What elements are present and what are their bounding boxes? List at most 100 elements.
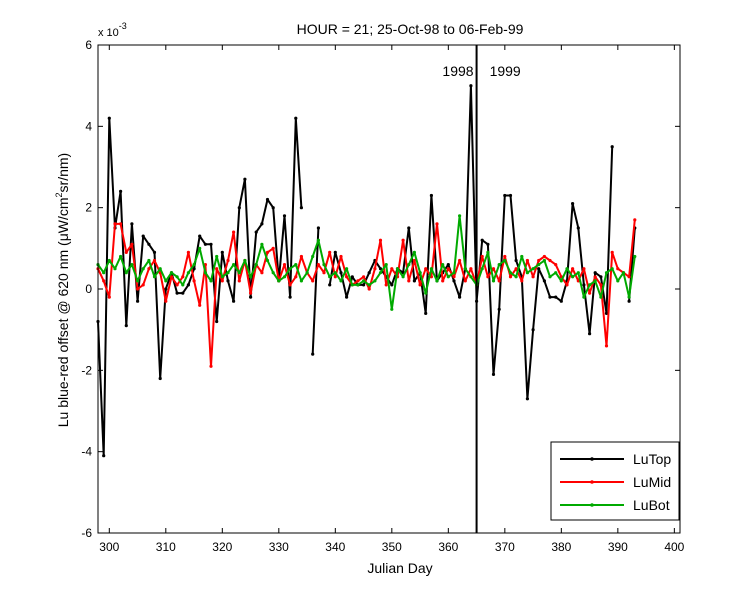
data-point-lubot — [102, 271, 106, 275]
data-point-lutop — [164, 287, 168, 291]
data-point-lubot — [186, 271, 190, 275]
data-point-lumid — [497, 279, 501, 283]
data-point-lumid — [548, 258, 552, 263]
data-point-lumid — [220, 279, 224, 283]
data-point-lumid — [384, 283, 388, 287]
data-point-lubot — [390, 307, 394, 311]
data-point-lutop — [311, 352, 315, 356]
data-point-lumid — [616, 267, 620, 271]
data-point-lumid — [407, 279, 411, 283]
data-point-lubot — [169, 271, 174, 275]
data-point-lumid — [124, 250, 128, 254]
data-point-lubot — [537, 263, 541, 267]
data-point-lumid — [508, 275, 513, 279]
data-point-lumid — [147, 267, 151, 271]
data-point-lutop — [152, 250, 157, 254]
data-point-lubot — [265, 258, 270, 263]
data-point-lutop — [316, 226, 320, 230]
data-point-lutop — [588, 332, 592, 336]
data-point-lubot — [604, 271, 609, 275]
data-point-lumid — [537, 258, 541, 263]
year-label-left: 1998 — [442, 63, 473, 79]
data-point-lumid — [604, 344, 609, 348]
data-point-lutop — [497, 307, 501, 311]
data-point-lubot — [401, 275, 405, 279]
data-point-lubot — [362, 279, 366, 283]
data-point-lumid — [249, 291, 253, 295]
data-point-lubot — [175, 275, 179, 279]
data-point-lutop — [339, 271, 343, 275]
data-point-lutop — [412, 279, 416, 283]
data-point-lubot — [384, 263, 388, 267]
data-point-lubot — [209, 279, 213, 283]
data-point-lutop — [294, 116, 298, 120]
data-point-lutop — [181, 291, 185, 295]
data-point-lutop — [627, 299, 631, 303]
data-point-lutop — [503, 193, 507, 198]
data-point-lubot — [367, 283, 371, 287]
data-point-lubot — [554, 271, 558, 275]
data-point-lutop — [610, 145, 614, 149]
data-point-lumid — [119, 222, 123, 226]
data-point-lubot — [373, 279, 377, 283]
data-point-lumid — [265, 250, 270, 254]
data-point-lumid — [412, 258, 416, 263]
data-point-lumid — [531, 275, 535, 279]
data-point-lutop — [350, 275, 354, 279]
data-point-lubot — [333, 271, 337, 275]
data-point-lubot — [181, 283, 185, 287]
data-point-lutop — [124, 324, 128, 328]
data-point-lubot — [520, 254, 524, 259]
x-tick-label: 400 — [664, 540, 684, 554]
data-point-lumid — [593, 275, 597, 279]
x-tick-label: 330 — [269, 540, 289, 554]
data-point-lutop — [582, 283, 586, 287]
data-point-lubot — [616, 279, 620, 283]
data-point-lumid — [215, 267, 219, 271]
data-point-lubot — [203, 271, 207, 275]
data-point-lutop — [186, 283, 190, 287]
x-tick-label: 320 — [212, 540, 232, 554]
data-point-lumid — [458, 258, 462, 263]
data-point-lutop — [271, 206, 275, 210]
data-point-lutop — [147, 242, 151, 246]
data-point-lutop — [458, 295, 462, 299]
x-tick-label: 380 — [551, 540, 571, 554]
data-point-lubot — [311, 254, 315, 259]
data-point-lutop — [130, 222, 134, 226]
data-point-lubot — [271, 271, 275, 275]
data-point-lutop — [282, 214, 287, 218]
data-point-lubot — [452, 271, 456, 275]
data-point-lumid — [260, 271, 264, 275]
data-point-lutop — [288, 295, 292, 299]
data-point-lubot — [525, 271, 530, 275]
data-point-lumid — [491, 267, 496, 271]
data-point-lutop — [215, 319, 219, 324]
data-point-lumid — [469, 267, 473, 271]
data-point-lumid — [401, 238, 405, 242]
data-point-lubot — [508, 271, 513, 275]
x-axis-label: Julian Day — [367, 560, 432, 576]
x-tick-label: 370 — [495, 540, 515, 554]
data-point-lutop — [249, 295, 253, 299]
data-point-lubot — [593, 279, 597, 283]
data-point-lumid — [503, 254, 507, 259]
data-point-lutop — [424, 311, 428, 315]
data-point-lumid — [378, 238, 383, 242]
y-axis-label: Lu blue-red offset @ 620 nm (μW/cm2sr/nm… — [54, 153, 71, 427]
data-point-lumid — [418, 283, 422, 287]
data-point-lutop — [243, 177, 247, 181]
data-point-lubot — [237, 271, 241, 275]
data-point-lubot — [299, 279, 303, 283]
data-point-lumid — [525, 258, 530, 263]
data-point-lubot — [294, 263, 298, 267]
data-point-lubot — [610, 267, 614, 271]
data-point-lumid — [209, 364, 213, 368]
data-point-lubot — [497, 263, 501, 267]
data-point-lumid — [627, 275, 631, 279]
data-point-lutop — [254, 230, 258, 234]
data-point-lutop — [226, 279, 230, 283]
data-point-lubot — [152, 275, 157, 279]
data-point-lumid — [130, 242, 134, 246]
data-point-lumid — [333, 275, 337, 279]
